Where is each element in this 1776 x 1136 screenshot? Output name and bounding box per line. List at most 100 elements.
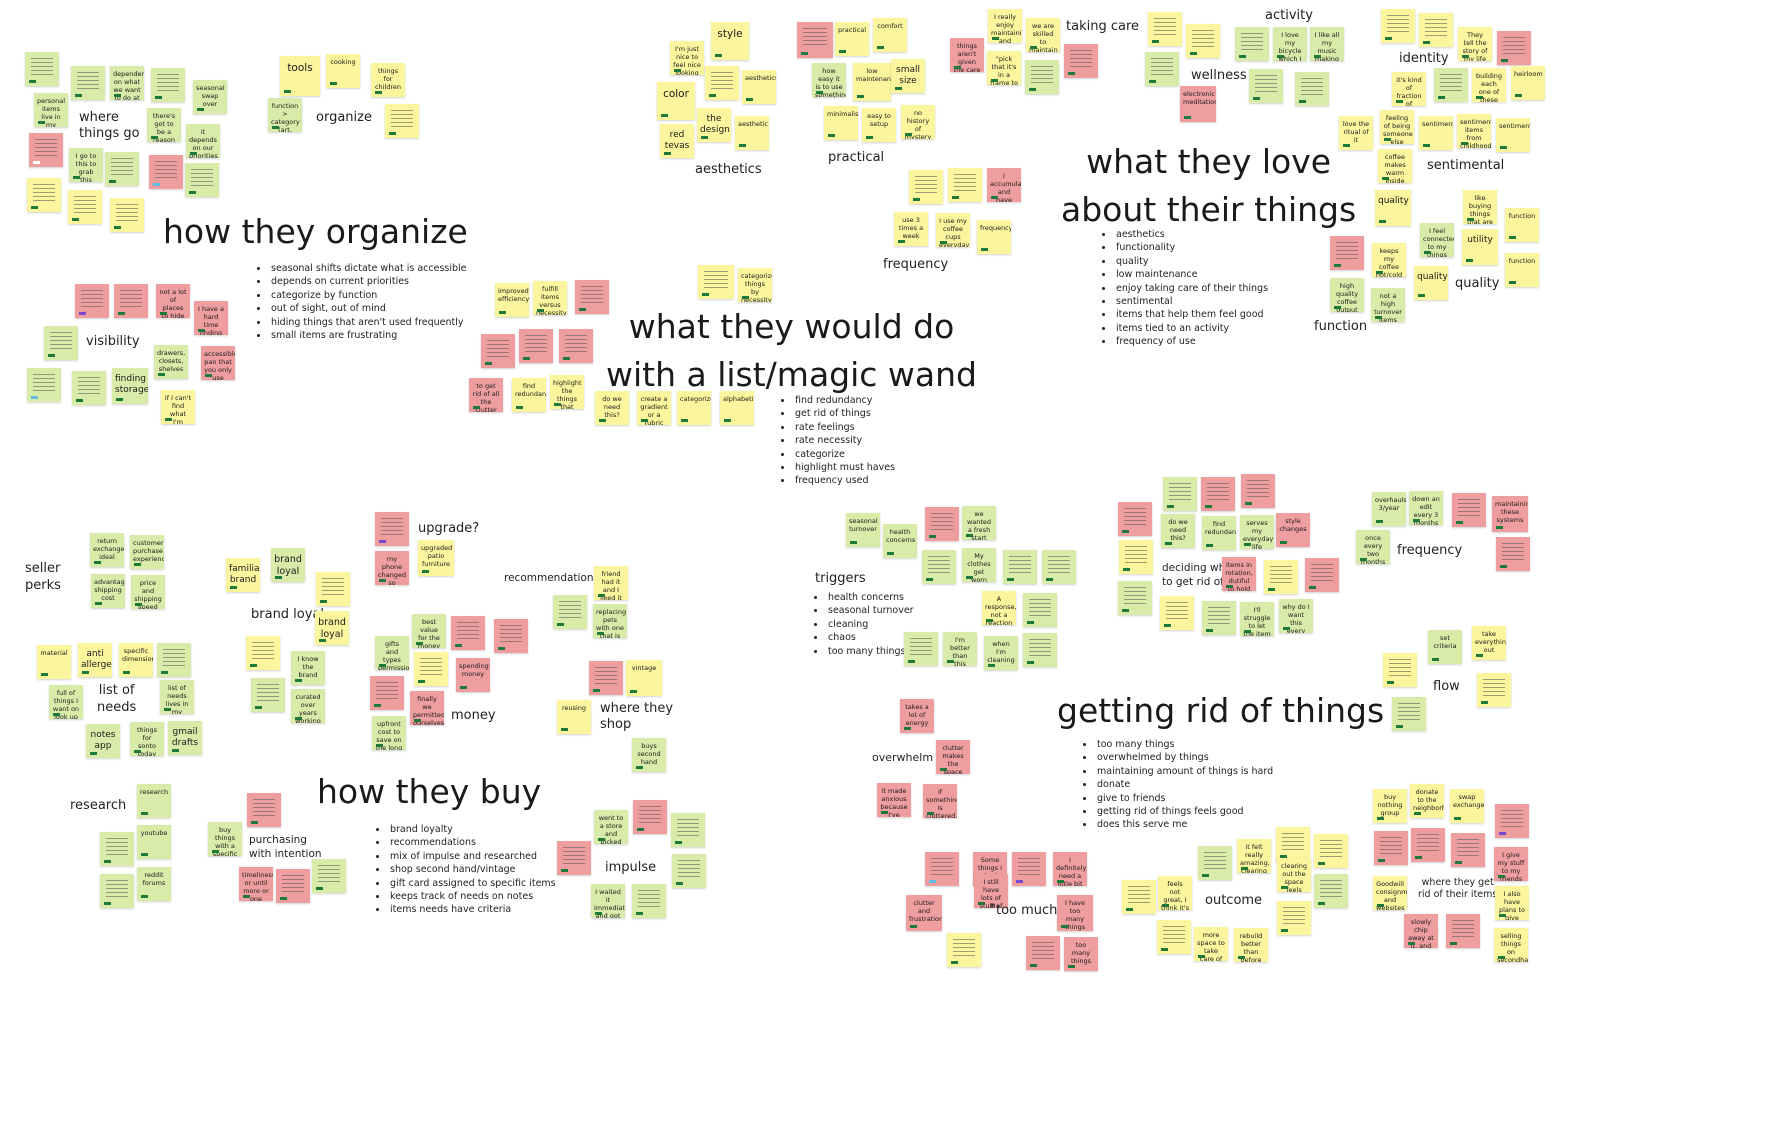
sticky-note[interactable] — [632, 884, 666, 918]
sticky-note[interactable] — [29, 133, 63, 167]
sticky-note[interactable]: dependent on what we want to do at home — [110, 66, 144, 100]
sticky-note[interactable] — [1201, 477, 1235, 511]
sticky-note[interactable]: feels not great, I think it's necessary — [1158, 876, 1192, 910]
sticky-note[interactable]: my phone changed so slowly one a little — [375, 551, 409, 585]
sticky-note[interactable]: "pick that it's in a frame to preserve i… — [987, 51, 1021, 85]
sticky-note[interactable]: categorize — [677, 391, 711, 425]
sticky-note[interactable]: comfort — [873, 18, 907, 52]
sticky-note[interactable]: the design — [697, 108, 731, 142]
sticky-note[interactable]: if something is cluttered, it's cluttere… — [923, 784, 957, 818]
sticky-note[interactable]: swap exchange — [1450, 789, 1484, 823]
sticky-note[interactable]: coffee makes warm inside and wakes you u… — [1378, 149, 1412, 183]
sticky-note[interactable]: minimalistic — [824, 106, 858, 140]
sticky-note[interactable] — [151, 68, 185, 102]
sticky-note[interactable] — [1186, 24, 1220, 58]
sticky-note[interactable]: reddit forums — [137, 867, 171, 901]
sticky-note[interactable]: accessible pan that you only use every j… — [201, 346, 235, 380]
sticky-note[interactable]: vintage — [626, 660, 662, 696]
sticky-note[interactable]: things for sonto today — [130, 722, 164, 756]
sticky-note[interactable] — [1374, 831, 1408, 865]
sticky-note[interactable] — [1276, 827, 1310, 861]
sticky-note[interactable] — [1249, 69, 1283, 103]
sticky-note[interactable] — [1451, 833, 1485, 867]
sticky-note[interactable]: clutter and frustration — [906, 895, 942, 931]
sticky-note[interactable]: color — [657, 82, 695, 120]
sticky-note[interactable]: frequency — [977, 220, 1011, 254]
sticky-note[interactable] — [1012, 852, 1046, 886]
sticky-note[interactable] — [72, 371, 106, 405]
sticky-note[interactable]: serves my everyday life — [1240, 515, 1274, 549]
sticky-note[interactable] — [247, 793, 281, 827]
sticky-note[interactable] — [1235, 27, 1269, 61]
sticky-note[interactable] — [922, 550, 956, 584]
sticky-note[interactable] — [698, 265, 734, 299]
sticky-note[interactable] — [1241, 474, 1275, 508]
sticky-note[interactable]: They tell the story of my life — [1458, 27, 1492, 61]
sticky-note[interactable] — [589, 661, 623, 695]
sticky-note[interactable]: use 3 times a week — [894, 212, 928, 246]
sticky-note[interactable]: full of things I want on look up list I'… — [49, 685, 83, 719]
sticky-note[interactable]: price and shipping speed — [131, 575, 165, 609]
sticky-note[interactable]: upfront cost to save on the long run — [372, 716, 406, 750]
sticky-note[interactable] — [1277, 901, 1311, 935]
sticky-note[interactable] — [1295, 72, 1329, 106]
sticky-note[interactable] — [1202, 601, 1236, 635]
sticky-note[interactable]: finding storage — [112, 368, 148, 404]
sticky-note[interactable] — [519, 329, 553, 363]
sticky-note[interactable]: cooking — [326, 54, 360, 88]
sticky-note[interactable] — [246, 636, 280, 670]
sticky-note[interactable] — [1411, 828, 1445, 862]
sticky-note[interactable] — [1314, 874, 1348, 908]
sticky-note[interactable]: things aren't given the care they need i… — [950, 38, 984, 72]
sticky-note[interactable]: quality — [1414, 266, 1448, 300]
sticky-note[interactable]: quality — [1375, 190, 1411, 226]
sticky-note[interactable] — [947, 933, 981, 967]
sticky-note[interactable]: clearing out the space feels great — [1277, 858, 1311, 892]
sticky-note[interactable]: to get rid of all the clutter and stuff … — [469, 378, 503, 412]
sticky-note[interactable] — [414, 652, 448, 686]
sticky-note[interactable] — [1477, 673, 1511, 707]
sticky-note[interactable] — [1434, 68, 1468, 102]
sticky-note[interactable]: buy nothing group — [1373, 789, 1407, 823]
sticky-note[interactable]: practical — [835, 22, 869, 56]
sticky-note[interactable] — [1305, 558, 1339, 592]
sticky-note[interactable] — [1003, 550, 1037, 584]
sticky-note[interactable]: I go to this to grab this — [69, 148, 103, 182]
sticky-note[interactable] — [925, 852, 959, 886]
sticky-note[interactable] — [370, 676, 404, 710]
sticky-note[interactable]: we wanted a fresh start and to do a deep… — [962, 506, 996, 540]
sticky-note[interactable] — [1392, 697, 1426, 731]
sticky-note[interactable]: buys second hand — [632, 738, 666, 772]
sticky-note[interactable]: not a lot of places to hide things — [156, 284, 190, 318]
sticky-note[interactable]: building each one of these piece by piec… — [1472, 68, 1506, 102]
sticky-note[interactable]: rebuild better than before — [1234, 928, 1268, 962]
sticky-note[interactable]: timeliness or until more or one home — [239, 867, 273, 901]
sticky-note[interactable]: aesthetics — [742, 70, 776, 104]
sticky-note[interactable] — [559, 329, 593, 363]
sticky-note[interactable]: there's got to be a reason for everythin… — [147, 108, 181, 142]
sticky-note[interactable]: advantageous shipping cost — [91, 574, 125, 608]
sticky-note[interactable] — [1042, 550, 1076, 584]
sticky-note[interactable] — [1118, 581, 1152, 615]
sticky-note[interactable]: buy things with a specific spot in mind — [208, 822, 242, 856]
sticky-note[interactable] — [25, 52, 59, 86]
sticky-note[interactable]: easy to setup — [862, 108, 896, 142]
sticky-note[interactable]: I definitely need a little bit less — [1053, 852, 1087, 886]
sticky-note[interactable]: slowly chip away at it, and gradually de… — [1404, 914, 1438, 948]
sticky-note[interactable]: aesthetic — [735, 116, 769, 150]
sticky-note[interactable]: My clothes get worn out — [962, 548, 996, 582]
sticky-note[interactable]: electronic meditation — [1180, 86, 1216, 122]
sticky-note[interactable]: I know the brand — [291, 651, 325, 685]
sticky-note[interactable]: clutter makes the space feel overwhelmin… — [936, 740, 970, 774]
sticky-note[interactable]: personal items live in my room — [34, 93, 68, 127]
sticky-note[interactable] — [494, 619, 528, 653]
sticky-note[interactable]: I have too many things — [1057, 895, 1093, 931]
sticky-note[interactable] — [1264, 560, 1298, 594]
sticky-note[interactable]: small size — [891, 59, 925, 93]
sticky-note[interactable]: set criteria — [1428, 630, 1462, 664]
sticky-note[interactable] — [1330, 236, 1364, 270]
sticky-note[interactable]: anti allergen — [78, 643, 112, 677]
sticky-note[interactable]: how easy it is to use something — [812, 63, 846, 97]
sticky-note[interactable] — [385, 104, 419, 138]
